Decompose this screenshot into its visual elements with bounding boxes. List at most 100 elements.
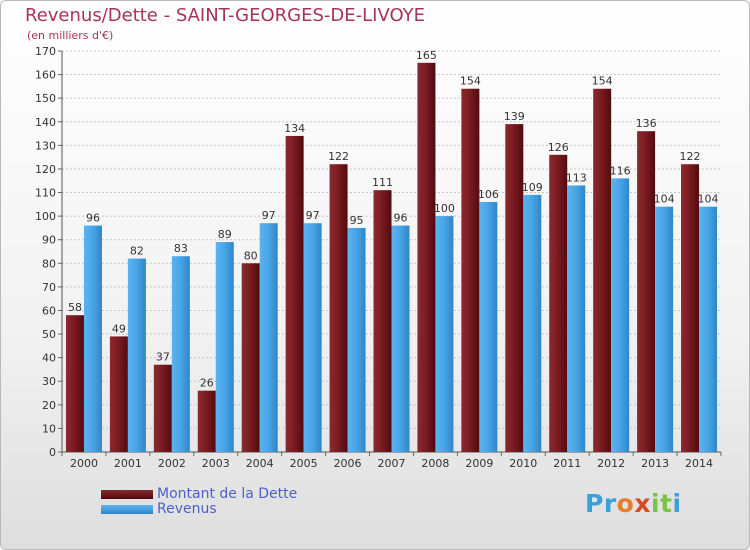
data-label-revenue: 82 [130, 245, 144, 258]
data-label-revenue: 96 [394, 212, 408, 225]
legend-label-revenue: Revenus [157, 501, 217, 517]
y-tick-label: 140 [35, 116, 56, 129]
bar-revenue [479, 201, 498, 452]
data-label-revenue: 104 [654, 193, 675, 206]
bar-debt [681, 164, 700, 453]
data-label-revenue: 113 [566, 171, 587, 184]
logo-letter: P [585, 489, 604, 518]
x-tick-label: 2002 [158, 457, 186, 470]
bar-revenue [567, 185, 586, 452]
logo-letter: t [660, 489, 673, 518]
chart-subtitle: (en milliers d'€) [27, 29, 114, 42]
proxiti-logo: Proxiti [585, 489, 682, 518]
data-label-revenue: 97 [262, 209, 276, 222]
y-tick-label: 130 [35, 139, 56, 152]
bar-revenue [523, 194, 542, 452]
data-label-revenue: 104 [698, 193, 719, 206]
x-tick-label: 2009 [465, 457, 493, 470]
data-label-revenue: 89 [218, 228, 232, 241]
bar-debt [197, 390, 216, 452]
logo-letter: i [672, 489, 682, 518]
bar-debt [417, 62, 436, 452]
y-tick-label: 70 [42, 281, 56, 294]
data-label-debt: 154 [592, 75, 613, 88]
bar-debt [373, 190, 392, 452]
y-tick-label: 100 [35, 210, 56, 223]
data-label-debt: 154 [460, 75, 481, 88]
bar-debt [285, 135, 304, 452]
bar-revenue [259, 223, 278, 452]
data-label-debt: 134 [284, 122, 305, 135]
data-label-revenue: 83 [174, 242, 188, 255]
y-tick-label: 80 [42, 257, 56, 270]
x-tick-label: 2000 [70, 457, 98, 470]
y-tick-label: 120 [35, 163, 56, 176]
legend-swatch-debt [101, 490, 153, 499]
data-label-debt: 26 [200, 377, 214, 390]
y-tick-label: 170 [35, 45, 56, 58]
data-label-debt: 139 [504, 110, 525, 123]
x-tick-label: 2008 [421, 457, 449, 470]
y-tick-label: 50 [42, 328, 56, 341]
data-label-debt: 49 [112, 322, 126, 335]
data-label-debt: 80 [244, 249, 258, 262]
bar-debt [65, 315, 84, 452]
bar-revenue [435, 216, 454, 452]
logo-letter: x [634, 489, 651, 518]
bar-debt [109, 336, 128, 452]
data-label-debt: 111 [372, 176, 393, 189]
bar-revenue [699, 206, 718, 452]
data-label-debt: 136 [636, 117, 657, 130]
data-label-revenue: 100 [434, 202, 455, 215]
data-label-revenue: 106 [478, 188, 499, 201]
bar-debt [505, 124, 524, 452]
y-tick-label: 60 [42, 304, 56, 317]
bar-debt [153, 364, 172, 452]
chart-title: Revenus/Dette - SAINT-GEORGES-DE-LIVOYE [25, 5, 426, 26]
bar-revenue [127, 258, 146, 452]
x-tick-label: 2001 [114, 457, 142, 470]
bar-revenue [171, 256, 190, 452]
data-label-debt: 126 [548, 141, 569, 154]
legend-swatch-revenue [101, 505, 153, 514]
y-tick-label: 90 [42, 234, 56, 247]
bar-revenue [83, 225, 102, 452]
bar-debt [461, 88, 480, 452]
bar-debt [593, 88, 612, 452]
logo-letter: o [616, 489, 635, 518]
bar-debt [637, 131, 656, 452]
x-tick-label: 2003 [202, 457, 230, 470]
data-label-debt: 122 [328, 150, 349, 163]
x-tick-label: 2007 [378, 457, 406, 470]
data-label-debt: 58 [68, 301, 82, 314]
x-tick-label: 2010 [509, 457, 537, 470]
y-tick-label: 0 [49, 446, 56, 459]
bar-revenue [215, 242, 234, 452]
y-tick-label: 10 [42, 422, 56, 435]
x-tick-label: 2013 [641, 457, 669, 470]
x-tick-label: 2012 [597, 457, 625, 470]
bar-revenue [303, 223, 322, 452]
bar-debt [549, 154, 568, 452]
logo-letter: r [603, 489, 617, 518]
bar-revenue [347, 227, 366, 452]
bar-debt [329, 164, 348, 453]
data-label-revenue: 109 [522, 181, 543, 194]
x-tick-label: 2004 [246, 457, 274, 470]
x-tick-label: 2014 [685, 457, 713, 470]
y-tick-label: 150 [35, 92, 56, 105]
x-tick-label: 2005 [290, 457, 318, 470]
bar-debt [241, 263, 260, 452]
logo-letter: i [651, 489, 661, 518]
y-tick-label: 110 [35, 187, 56, 200]
bar-revenue [611, 178, 630, 452]
data-label-debt: 165 [416, 49, 437, 62]
data-label-revenue: 96 [86, 212, 100, 225]
y-tick-label: 40 [42, 352, 56, 365]
data-label-revenue: 116 [610, 164, 631, 177]
data-label-revenue: 95 [350, 214, 364, 227]
bar-revenue [391, 225, 410, 452]
bar-revenue [655, 206, 674, 452]
